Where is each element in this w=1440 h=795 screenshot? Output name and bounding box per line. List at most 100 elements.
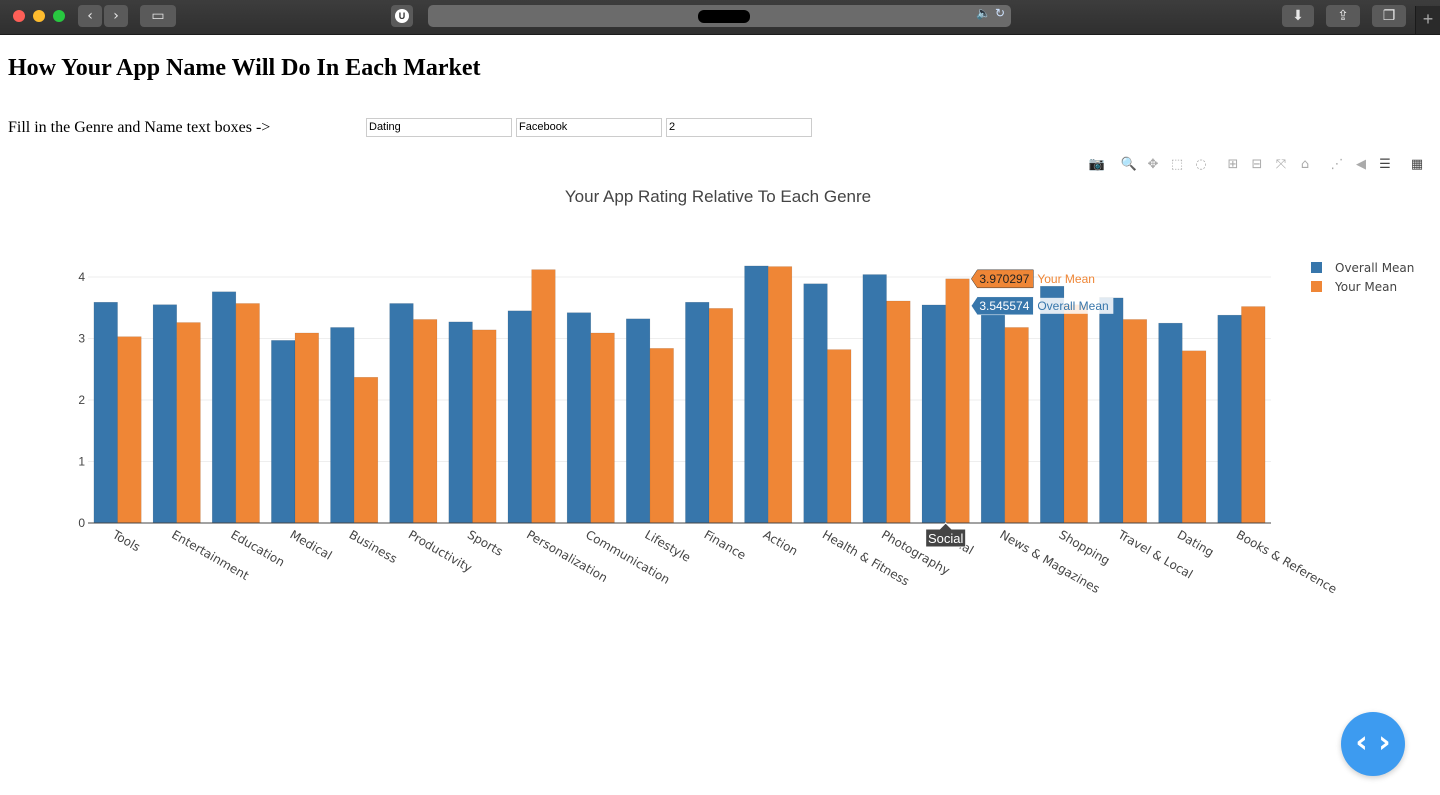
bar	[945, 278, 970, 524]
extension-button[interactable]: U	[391, 5, 413, 27]
legend-swatch	[1311, 281, 1322, 292]
pan-icon[interactable]: ✥	[1147, 157, 1159, 172]
bar	[1040, 285, 1065, 524]
chart-legend: Overall Mean Your Mean	[1311, 261, 1414, 294]
bar	[176, 322, 201, 524]
sidebar-button[interactable]: ▭	[140, 5, 176, 27]
bar	[803, 283, 828, 524]
hover-closest-icon[interactable]: ◀	[1356, 157, 1366, 172]
hover-tooltip: 3.970297 Your Mean 3.545574 Overall Mean Soc…	[925, 269, 1114, 548]
bar	[685, 301, 710, 524]
box-select-icon[interactable]: ⬚	[1170, 157, 1184, 172]
autoscale-icon[interactable]: ⤧	[1275, 157, 1287, 172]
bar	[507, 310, 532, 524]
bar	[353, 376, 379, 524]
spike-lines-icon[interactable]: ⋰	[1330, 157, 1344, 172]
zoom-out-icon[interactable]: ⊟	[1251, 157, 1263, 172]
chevron-right-icon: ›	[113, 8, 119, 24]
bar	[271, 340, 296, 524]
reload-icon[interactable]: ↻	[994, 6, 1005, 20]
zoom-in-icon[interactable]: ⊞	[1227, 157, 1239, 172]
bar	[448, 321, 473, 524]
share-button[interactable]: ⇪	[1326, 5, 1360, 27]
bar	[921, 304, 946, 524]
bar	[626, 318, 651, 524]
rating-bar-chart: Your App Rating Relative To Each Genre 0…	[78, 187, 1414, 596]
bar	[1241, 306, 1266, 524]
bar	[235, 303, 260, 524]
hover-name-your-mean: Your Mean	[1037, 272, 1095, 286]
x-tick-label: Books & Reference	[1234, 527, 1339, 596]
name-input[interactable]: Facebook	[516, 118, 662, 137]
browser-toolbar: ‹ › ▭ U 🔈 ↻ ⬇ ⇪ ❐ +	[0, 0, 1440, 35]
bar	[1182, 350, 1207, 524]
genre-input[interactable]: Dating	[366, 118, 512, 137]
minimize-window-button[interactable]	[33, 10, 45, 22]
sidebar-icon: ▭	[151, 8, 165, 24]
page-title: How Your App Name Will Do In Each Market	[8, 55, 481, 81]
code-toggle-button[interactable]: ‹ ›	[1341, 712, 1405, 776]
x-tick-label: Business	[347, 527, 400, 566]
bar	[531, 269, 556, 524]
zoom-icon[interactable]: 🔍	[1120, 157, 1138, 172]
close-window-button[interactable]	[13, 10, 25, 22]
hover-box-overall-mean	[971, 296, 1034, 316]
code-icon: ‹ ›	[1355, 725, 1391, 760]
audio-icon[interactable]: 🔈	[975, 6, 991, 20]
zoom-window-button[interactable]	[53, 10, 65, 22]
share-icon: ⇪	[1337, 8, 1349, 24]
x-tick-label: Medical	[288, 527, 335, 562]
bar	[708, 308, 733, 524]
bar	[413, 319, 438, 524]
hover-box-your-mean	[971, 269, 1034, 289]
y-tick-label: 0	[78, 516, 85, 530]
downloads-button[interactable]: ⬇	[1282, 5, 1314, 27]
instructions-label: Fill in the Genre and Name text boxes ->	[8, 119, 271, 136]
bar	[886, 300, 911, 524]
hover-category-label: Social	[928, 531, 964, 546]
address-bar[interactable]: 🔈 ↻	[428, 5, 1011, 27]
bar	[93, 301, 118, 524]
tabs-icon: ❐	[1382, 8, 1396, 24]
x-tick-label: News & Magazines	[997, 527, 1102, 596]
bar	[1158, 322, 1183, 524]
legend-label: Your Mean	[1334, 280, 1397, 294]
bar	[590, 332, 615, 524]
bar	[472, 329, 497, 524]
bar	[294, 332, 319, 524]
bar	[980, 310, 1006, 524]
number-input[interactable]: 2	[666, 118, 812, 137]
hover-compare-icon[interactable]: ☰	[1379, 157, 1391, 172]
forward-button[interactable]: ›	[104, 5, 128, 27]
bar	[767, 266, 793, 524]
back-button[interactable]: ‹	[78, 5, 102, 27]
tabs-overview-button[interactable]: ❐	[1372, 5, 1406, 27]
bar	[649, 348, 674, 524]
bar	[862, 274, 887, 524]
bar	[744, 265, 769, 524]
lasso-icon[interactable]: ◌	[1195, 157, 1207, 172]
bar	[1122, 319, 1148, 524]
new-tab-button[interactable]: +	[1415, 6, 1440, 34]
extension-icon: U	[395, 9, 409, 23]
plotly-logo-icon[interactable]: ▦	[1410, 157, 1424, 172]
bar	[152, 304, 177, 524]
hover-name-overall-mean: Overall Mean	[1037, 299, 1108, 313]
bar	[566, 312, 592, 524]
y-tick-label: 1	[78, 455, 85, 469]
chart-title: Your App Rating Relative To Each Genre	[565, 187, 871, 206]
legend-label: Overall Mean	[1335, 261, 1414, 275]
download-icon: ⬇	[1292, 8, 1304, 24]
y-tick-label: 2	[78, 393, 85, 407]
bar	[1063, 304, 1088, 524]
y-tick-label: 4	[78, 270, 85, 284]
bar	[1217, 314, 1242, 524]
x-tick-label: Lifestyle	[642, 527, 693, 564]
bar	[211, 291, 237, 524]
x-tick-label: Productivity	[406, 527, 475, 575]
camera-icon[interactable]: 📷	[1088, 157, 1106, 172]
y-tick-label: 3	[78, 332, 85, 346]
reset-axes-icon[interactable]: ⌂	[1300, 157, 1310, 172]
x-tick-label: Sports	[465, 527, 505, 558]
legend-swatch	[1311, 262, 1322, 273]
